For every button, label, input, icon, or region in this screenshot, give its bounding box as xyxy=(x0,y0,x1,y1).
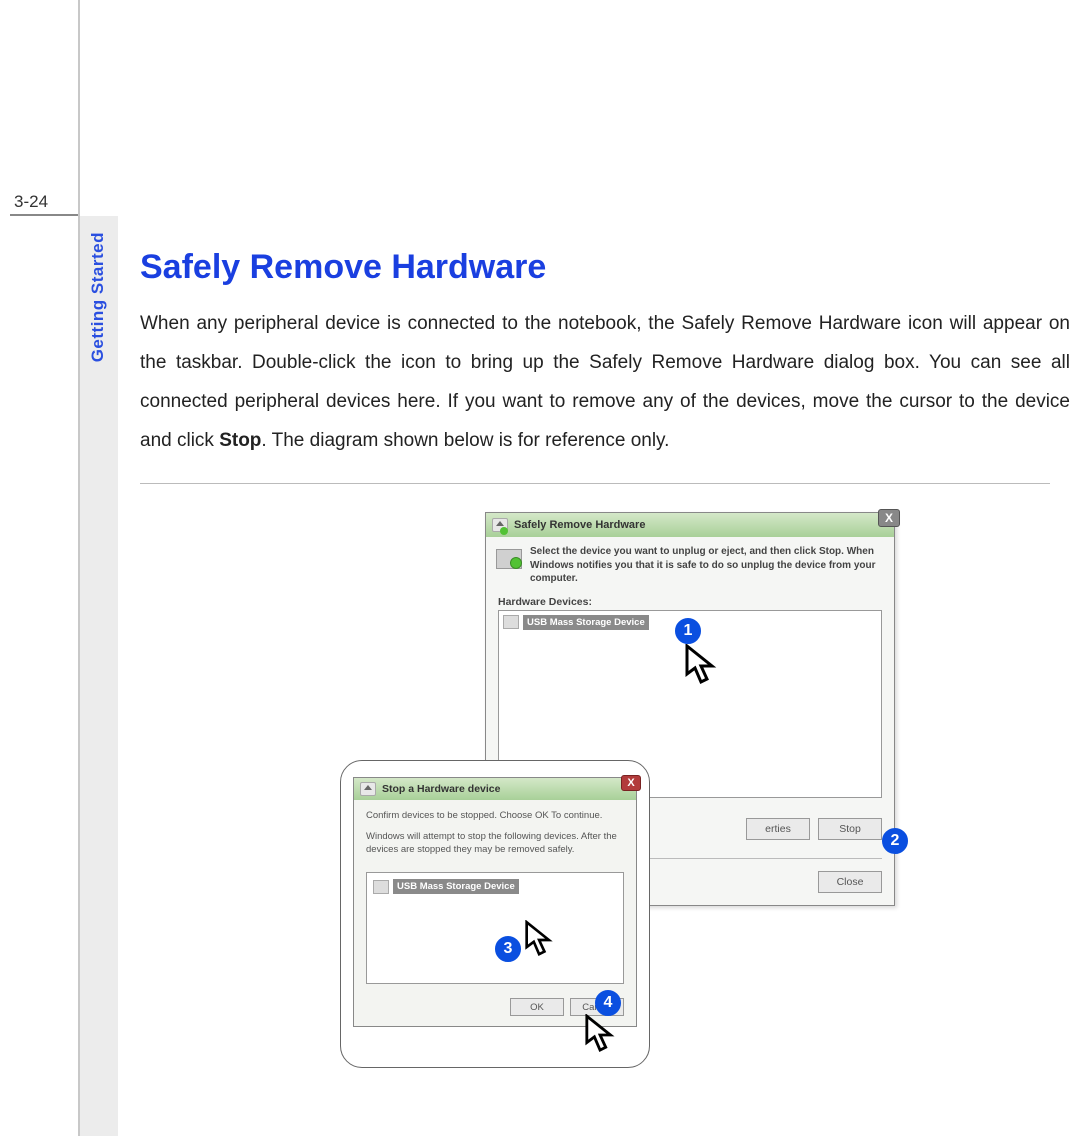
device-label: USB Mass Storage Device xyxy=(393,879,519,894)
properties-label: erties xyxy=(765,823,791,835)
stop-button[interactable]: Stop xyxy=(818,818,882,840)
dialog2-titlebar: Stop a Hardware device X xyxy=(354,778,636,800)
dialog2-body: Confirm devices to be stopped. Choose OK… xyxy=(354,800,636,872)
body-bold: Stop xyxy=(219,430,261,451)
close-label: Close xyxy=(837,876,864,888)
dialog1-titlebar: Safely Remove Hardware X xyxy=(486,513,894,537)
page-number: 3-24 xyxy=(14,192,48,212)
section-label: Getting Started xyxy=(88,232,108,362)
dialog1-close-button[interactable]: X xyxy=(878,509,900,527)
divider xyxy=(140,483,1050,484)
dialog2-line2: Windows will attempt to stop the followi… xyxy=(366,831,624,857)
dialog1-title: Safely Remove Hardware xyxy=(514,519,645,531)
step-badge-1: 1 xyxy=(675,618,701,644)
device-icon xyxy=(496,549,522,569)
step-badge-3: 3 xyxy=(495,936,521,962)
page-title: Safely Remove Hardware xyxy=(140,248,1070,287)
list-item[interactable]: USB Mass Storage Device xyxy=(373,879,617,894)
dialog2-title: Stop a Hardware device xyxy=(382,783,500,795)
page-number-rule xyxy=(10,214,78,216)
stop-label: Stop xyxy=(839,823,861,835)
dialog1-message-row: Select the device you want to unplug or … xyxy=(486,537,894,590)
step-badge-4: 4 xyxy=(595,990,621,1016)
dialog-stop-device: Stop a Hardware device X Confirm devices… xyxy=(353,777,637,1027)
ok-button[interactable]: OK xyxy=(510,998,564,1016)
ok-label: OK xyxy=(530,1002,544,1013)
dialog2-listbox[interactable]: USB Mass Storage Device xyxy=(366,872,624,984)
drive-icon xyxy=(503,615,519,629)
body-text: When any peripheral device is connected … xyxy=(140,305,1070,461)
device-label: USB Mass Storage Device xyxy=(523,615,649,630)
green-dot-icon xyxy=(500,527,508,535)
dialog2-line1: Confirm devices to be stopped. Choose OK… xyxy=(366,810,624,823)
eject-icon xyxy=(360,782,376,796)
cursor-icon xyxy=(524,920,556,960)
hardware-devices-label: Hardware Devices: xyxy=(486,590,894,610)
diagram: Safely Remove Hardware X Select the devi… xyxy=(340,512,960,1112)
close-button[interactable]: Close xyxy=(818,871,882,893)
cursor-icon xyxy=(584,1014,618,1056)
step-badge-2: 2 xyxy=(882,828,908,854)
body-post: . The diagram shown below is for referen… xyxy=(261,430,669,451)
content-area: Safely Remove Hardware When any peripher… xyxy=(140,248,1070,484)
dialog2-close-button[interactable]: X xyxy=(621,775,641,791)
dialog1-message: Select the device you want to unplug or … xyxy=(530,545,884,586)
properties-button[interactable]: erties xyxy=(746,818,810,840)
cursor-icon xyxy=(684,644,720,688)
drive-icon xyxy=(373,880,389,894)
